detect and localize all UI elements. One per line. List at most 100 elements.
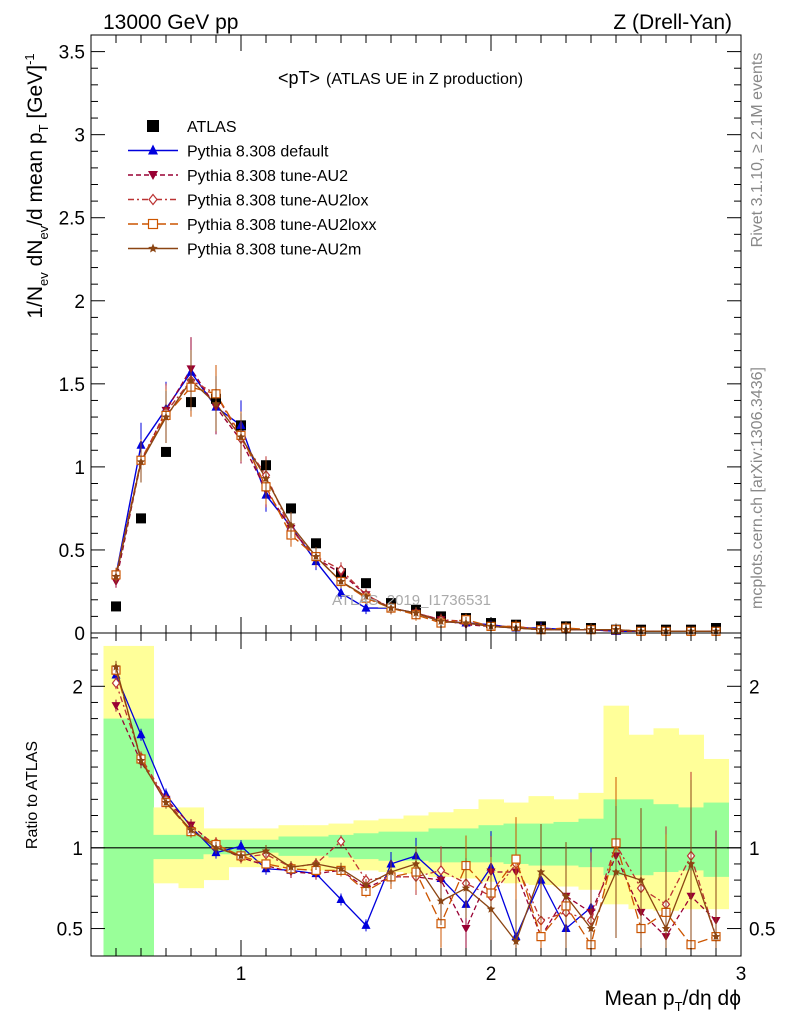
ylabel-mid: dN bbox=[24, 240, 47, 273]
main-y-label: 1/Nev dNev/d mean pT [GeV]-1 bbox=[22, 53, 51, 318]
legend: ATLAS Pythia 8.308 default Pythia 8.308 tu… bbox=[128, 119, 376, 259]
main-y-tick-label: 3 bbox=[74, 126, 85, 147]
ratio-point bbox=[686, 859, 696, 868]
x-axis-ticks: 1 2 3 bbox=[115, 35, 746, 985]
ylabel-sub3: T bbox=[36, 124, 51, 132]
ratio-point bbox=[411, 859, 421, 868]
main-point bbox=[236, 432, 246, 441]
ratio-y-tick-label-right: 2 bbox=[749, 677, 760, 698]
main-point bbox=[336, 564, 346, 576]
ratio-band-inner bbox=[353, 833, 379, 860]
ratio-point bbox=[611, 867, 621, 876]
ratio-point bbox=[386, 867, 396, 876]
ratio-point bbox=[361, 880, 371, 889]
ratio-point bbox=[111, 677, 121, 689]
main-y-tick-label: 1 bbox=[74, 458, 85, 479]
main-y-tick-label: 1.5 bbox=[59, 375, 85, 396]
main-y-tick-label: 0.5 bbox=[59, 541, 85, 562]
header-left: 13000 GeV pp bbox=[103, 11, 238, 34]
legend-marker bbox=[148, 171, 158, 180]
main-point bbox=[336, 577, 346, 586]
main-point bbox=[136, 457, 146, 466]
ratio-point bbox=[661, 924, 671, 933]
ratio-point bbox=[436, 896, 446, 905]
ratio-point bbox=[461, 883, 471, 892]
ratio-point bbox=[111, 702, 121, 711]
main-point bbox=[436, 616, 446, 625]
main-point bbox=[286, 503, 296, 514]
ratio-point bbox=[636, 875, 646, 884]
x-axis-label: Mean pT/dη dϕ bbox=[605, 987, 741, 1014]
main-point bbox=[461, 618, 471, 627]
xlabel-tail: /dη dϕ bbox=[683, 987, 741, 1010]
main-point bbox=[386, 603, 396, 612]
legend-marker bbox=[148, 193, 158, 206]
ratio-y-tick-label-right: 0.5 bbox=[749, 920, 775, 941]
ratio-point bbox=[111, 662, 121, 671]
xlabel-sub: T bbox=[675, 999, 683, 1014]
main-point bbox=[111, 601, 121, 612]
main-point bbox=[161, 446, 171, 457]
xlabel-main: Mean p bbox=[605, 987, 675, 1010]
ratio-y-label: Ratio to ATLAS bbox=[24, 741, 41, 849]
main-point bbox=[361, 592, 371, 601]
main-point bbox=[211, 399, 221, 408]
ratio-y-tick-label: 2 bbox=[72, 677, 83, 698]
main-y-tick-label: 0 bbox=[74, 624, 85, 645]
ratio-point bbox=[311, 859, 321, 868]
mcplots-label: mcplots.cern.ch [arXiv:1306.3436] bbox=[749, 367, 766, 609]
ylabel-sup: -1 bbox=[22, 53, 37, 65]
ratio-point bbox=[236, 851, 246, 860]
ylabel-main: 1/N bbox=[24, 286, 47, 319]
ylabel-sub2: ev bbox=[36, 225, 51, 239]
ratio-point bbox=[136, 756, 146, 765]
main-title-main: <pT> bbox=[278, 68, 320, 88]
ratio-point bbox=[236, 840, 246, 850]
ratio-band-inner bbox=[303, 836, 329, 856]
ratio-band-inner bbox=[278, 836, 304, 856]
ratio-point bbox=[486, 904, 496, 913]
main-y-tick-label: 3.5 bbox=[59, 43, 85, 64]
ratio-point bbox=[336, 893, 346, 903]
ratio-point bbox=[561, 891, 571, 900]
watermark: ATLAS_2019_I1736531 bbox=[332, 592, 491, 609]
ratio-point bbox=[211, 843, 221, 852]
ratio-point bbox=[511, 854, 521, 864]
ratio-point bbox=[586, 924, 596, 933]
ratio-point bbox=[336, 864, 346, 873]
ylabel-unit: [GeV] bbox=[24, 65, 47, 125]
legend-label: ATLAS bbox=[187, 119, 237, 136]
legend-label: Pythia 8.308 default bbox=[187, 144, 329, 161]
ratio-point bbox=[536, 932, 546, 942]
main-point bbox=[136, 513, 146, 524]
main-y-tick-label: 2.5 bbox=[59, 209, 85, 230]
ratio-band-inner bbox=[178, 834, 204, 860]
main-point bbox=[361, 578, 371, 589]
legend-marker bbox=[148, 243, 158, 253]
main-point bbox=[311, 538, 321, 549]
ratio-point bbox=[286, 862, 296, 871]
ratio-band-inner bbox=[103, 718, 129, 956]
ratio-point bbox=[161, 798, 171, 807]
x-tick-label: 1 bbox=[236, 964, 247, 985]
ratio-y-tick-label: 0.5 bbox=[57, 920, 83, 941]
legend-label: Pythia 8.308 tune-AU2m bbox=[187, 242, 361, 259]
ratio-point bbox=[186, 825, 196, 834]
ratio-point bbox=[261, 846, 271, 855]
main-point bbox=[161, 412, 171, 421]
header-right: Z (Drell-Yan) bbox=[613, 11, 732, 34]
main-point bbox=[411, 608, 421, 617]
ratio-band-inner bbox=[153, 834, 179, 860]
main-y-ticks: 0 0.5 1 1.5 2 2.5 3 3.5 bbox=[59, 43, 741, 645]
rivet-label: Rivet 3.1.10, ≥ 2.1M events bbox=[749, 53, 766, 248]
ratio-point bbox=[361, 919, 371, 929]
ratio-point bbox=[336, 835, 346, 847]
main-point bbox=[261, 474, 271, 483]
main-point bbox=[361, 602, 371, 612]
main-y-tick-label: 2 bbox=[74, 292, 85, 313]
ratio-point bbox=[511, 937, 521, 946]
ratio-y-tick-label: 1 bbox=[72, 839, 83, 860]
ratio-point bbox=[461, 925, 471, 934]
main-point bbox=[286, 520, 296, 529]
